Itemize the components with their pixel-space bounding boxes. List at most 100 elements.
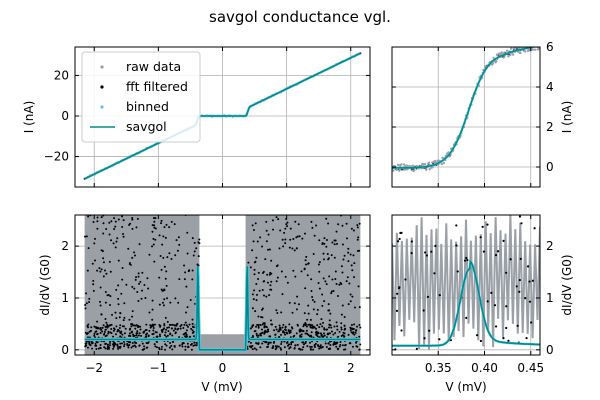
fft-filtered-point	[139, 325, 142, 328]
fft-filtered-point	[185, 329, 188, 332]
fft-filtered-point	[466, 258, 469, 262]
fft-filtered-point	[275, 280, 278, 283]
fft-filtered-point	[357, 285, 360, 288]
fft-filtered-point	[171, 334, 174, 337]
fft-filtered-point	[84, 307, 87, 310]
fft-filtered-point	[315, 332, 318, 335]
fft-filtered-point	[128, 343, 131, 346]
fft-filtered-point	[138, 332, 141, 335]
fft-filtered-point	[86, 332, 89, 335]
fft-filtered-point	[84, 235, 87, 238]
fft-filtered-point	[107, 347, 110, 350]
fft-filtered-point	[164, 277, 167, 280]
fft-filtered-point	[120, 342, 123, 345]
fft-filtered-point	[120, 331, 123, 334]
fft-filtered-point	[426, 295, 430, 298]
fft-filtered-point	[169, 301, 172, 304]
fft-filtered-point	[93, 334, 96, 337]
fft-filtered-point	[286, 281, 289, 284]
fft-filtered-point	[99, 327, 102, 330]
fft-filtered-point	[99, 331, 102, 334]
raw-data-point	[421, 162, 425, 166]
fft-filtered-point	[118, 326, 121, 329]
fft-filtered-point	[131, 342, 134, 345]
fft-filtered-point	[288, 301, 291, 304]
fft-filtered-point	[253, 347, 256, 350]
fft-filtered-point	[291, 247, 294, 250]
fft-filtered-point	[266, 328, 269, 331]
fft-filtered-point	[328, 319, 331, 322]
fft-filtered-point	[329, 312, 332, 315]
fft-filtered-point	[519, 257, 522, 261]
fft-filtered-point	[274, 325, 277, 328]
fft-filtered-point	[280, 333, 283, 336]
fft-filtered-point	[400, 329, 403, 332]
fft-filtered-point	[340, 313, 343, 316]
fft-filtered-point	[289, 227, 292, 230]
fft-filtered-point	[139, 280, 142, 283]
fft-filtered-point	[100, 328, 103, 331]
fft-filtered-point	[302, 346, 305, 349]
fft-filtered-point	[261, 342, 264, 345]
fft-filtered-point	[185, 333, 188, 336]
fft-filtered-point	[258, 289, 261, 292]
fft-filtered-point	[166, 334, 169, 337]
fft-filtered-point	[267, 248, 270, 251]
fft-filtered-point	[342, 331, 345, 334]
fft-filtered-point	[285, 341, 288, 344]
fft-filtered-point	[126, 342, 129, 345]
fft-filtered-point	[331, 278, 334, 281]
fft-filtered-point	[281, 293, 284, 296]
fft-filtered-point	[168, 226, 171, 229]
fft-filtered-point	[322, 258, 325, 261]
fft-filtered-point	[105, 321, 108, 324]
fft-filtered-point	[118, 316, 121, 319]
fft-filtered-point	[289, 336, 292, 339]
fft-filtered-point	[251, 325, 254, 328]
fft-filtered-point	[333, 243, 336, 246]
fft-filtered-point	[119, 324, 122, 327]
fft-filtered-point	[116, 237, 119, 240]
fft-filtered-point	[198, 238, 201, 241]
fft-filtered-point	[192, 254, 195, 257]
fft-filtered-point	[290, 343, 293, 346]
fft-filtered-point	[322, 335, 325, 338]
fft-filtered-point	[302, 325, 305, 328]
fft-filtered-point	[329, 343, 332, 346]
fft-filtered-point	[326, 253, 329, 256]
fft-filtered-point	[117, 259, 120, 262]
fft-filtered-point	[163, 324, 166, 327]
fft-filtered-point	[255, 334, 258, 337]
fft-filtered-point	[279, 347, 282, 350]
fft-filtered-point	[176, 249, 179, 252]
fft-filtered-point	[269, 319, 272, 322]
fft-filtered-point	[84, 304, 87, 307]
fft-filtered-point	[197, 264, 200, 267]
fft-filtered-point	[151, 308, 154, 311]
fft-filtered-point	[122, 340, 125, 343]
fft-filtered-point	[255, 341, 258, 344]
fft-filtered-point	[310, 278, 313, 281]
fft-filtered-point	[145, 323, 148, 326]
fft-filtered-point	[334, 331, 337, 334]
fft-filtered-point	[259, 346, 262, 349]
fft-filtered-point	[97, 347, 100, 350]
fft-filtered-point	[134, 345, 137, 348]
fft-filtered-point	[183, 323, 186, 326]
fft-filtered-point	[255, 332, 258, 335]
fft-filtered-point	[135, 342, 138, 345]
fft-filtered-point	[108, 221, 111, 224]
fft-filtered-point	[160, 268, 163, 271]
y-tick-label: 6	[546, 40, 554, 54]
fft-filtered-point	[103, 269, 106, 272]
fft-filtered-point	[191, 331, 194, 334]
fft-filtered-point	[115, 288, 118, 291]
fft-filtered-point	[164, 343, 167, 346]
fft-filtered-point	[275, 309, 278, 312]
fft-filtered-point	[282, 323, 285, 326]
fft-filtered-point	[169, 346, 172, 349]
fft-filtered-point	[526, 265, 530, 268]
fft-filtered-point	[251, 307, 254, 310]
fft-filtered-point	[134, 278, 137, 281]
fft-filtered-point	[137, 325, 140, 328]
